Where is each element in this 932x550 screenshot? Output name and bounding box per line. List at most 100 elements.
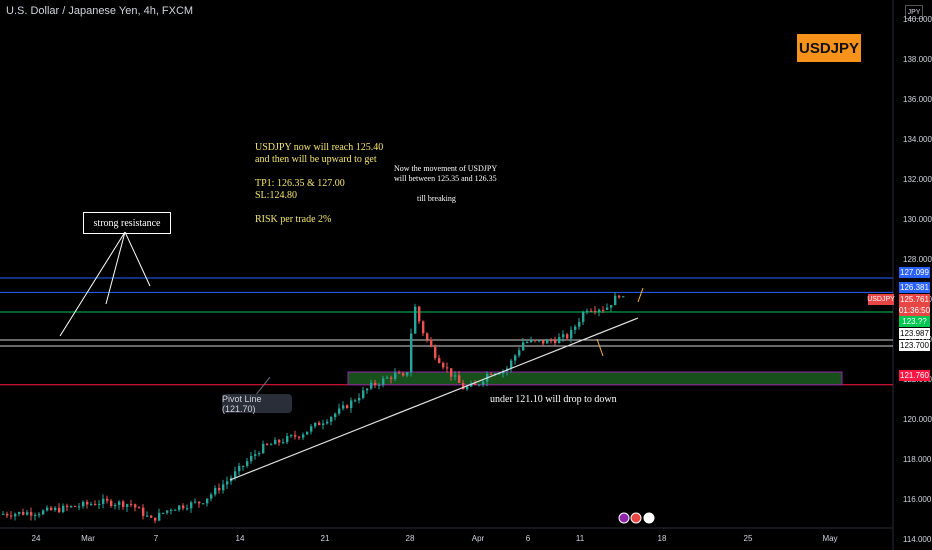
candle-body [126,504,129,507]
note-line: SL:124.80 [255,190,297,201]
candle-body [330,417,333,422]
candle-body [22,511,25,515]
candle-body [114,504,117,506]
candle-body [410,333,413,373]
candle-body [6,513,9,516]
candle-body [558,337,561,344]
candle-body [358,397,361,401]
candle-body [150,515,153,518]
y-tick-label: 114.000 [903,535,932,544]
candle-body [530,340,533,343]
movement-note: Now the movement of USDJPY will between … [394,164,497,184]
candle-body [58,507,61,513]
y-tick-label: 134.000 [903,135,932,144]
last-price-label: 125.761 [899,294,930,305]
candle-body [318,422,321,426]
candle-body [34,514,37,516]
candle-body [354,400,357,402]
candle-body [278,439,281,443]
candle-body [306,431,309,435]
candle-body [62,505,65,513]
candle-body [554,340,557,344]
candle-body [246,461,249,466]
pivot-pointer [254,376,271,397]
candle-body [550,340,553,342]
candle-body [194,501,197,503]
candle-body [258,453,261,455]
x-tick-label: May [822,534,838,543]
x-tick-label: 6 [525,534,531,543]
candle-body [582,312,585,322]
candle-body [594,310,597,312]
candle-body [202,503,205,505]
candle-body [602,309,605,311]
x-tick-label: Mar [81,534,95,543]
candle-body [490,373,493,375]
candle-body [218,487,221,491]
candle-body [518,350,521,356]
candle-body [226,481,229,485]
y-tick-label: 124.000 [903,335,932,344]
candle-body [438,357,441,363]
candle-body [210,494,213,499]
candle-body [90,504,93,506]
candle-body [618,295,621,298]
y-tick-label: 116.000 [903,495,932,504]
resistance-arrow [124,231,151,287]
candle-body [338,408,341,414]
candle-body [38,514,41,516]
candle-body [370,382,373,389]
candle-body [262,443,265,454]
candle-body [562,334,565,338]
x-tick-label: 28 [405,534,415,543]
candle-body [334,413,337,418]
candle-body [110,500,113,506]
candle-body [302,434,305,438]
candle-body [362,390,365,398]
candle-body [482,381,485,385]
candle-body [106,498,109,501]
candle-body [614,295,617,306]
candle-body [418,306,421,322]
candle-body [498,373,501,375]
candle-body [138,507,141,509]
candle-body [14,513,17,517]
candle-body [454,375,457,377]
candle-body [290,435,293,437]
candle-body [250,455,253,462]
x-tick-label: 11 [575,534,585,543]
candle-body [102,498,105,504]
candle-body [266,443,269,445]
x-tick-label: 25 [743,534,753,543]
candle-body [606,307,609,310]
symbol-price-tag: USDJPY [867,294,895,305]
candle-body [466,386,469,390]
candle-body [242,465,245,467]
x-tick-label: 7 [153,534,159,543]
up-arrow [637,287,644,303]
candle-body [422,321,425,334]
candle-body [122,501,125,507]
price-label-123700: 123.700 [899,340,930,351]
y-tick-label: 140.000 [903,15,932,24]
price-label-121760: 121.760 [899,370,930,381]
price-label-123987: 123.987 [899,328,930,339]
y-tick-label: 128.000 [903,255,932,264]
candle-body [254,454,257,456]
candle-body [294,435,297,437]
candle-body [198,501,201,504]
candle-body [130,504,133,506]
candle-body [238,465,241,472]
note-line: will between 125.35 and 126.35 [394,174,497,183]
candle-body [186,508,189,510]
y-tick-label: 120.000 [903,415,932,424]
candle-body [326,421,329,424]
candle-body [178,505,181,510]
note-line: Now the movement of USDJPY [394,164,498,173]
candle-body [190,502,193,509]
candle-body [10,515,13,517]
candle-body [610,305,613,308]
currency-button[interactable]: JPY [905,5,923,19]
candle-body [430,339,433,347]
